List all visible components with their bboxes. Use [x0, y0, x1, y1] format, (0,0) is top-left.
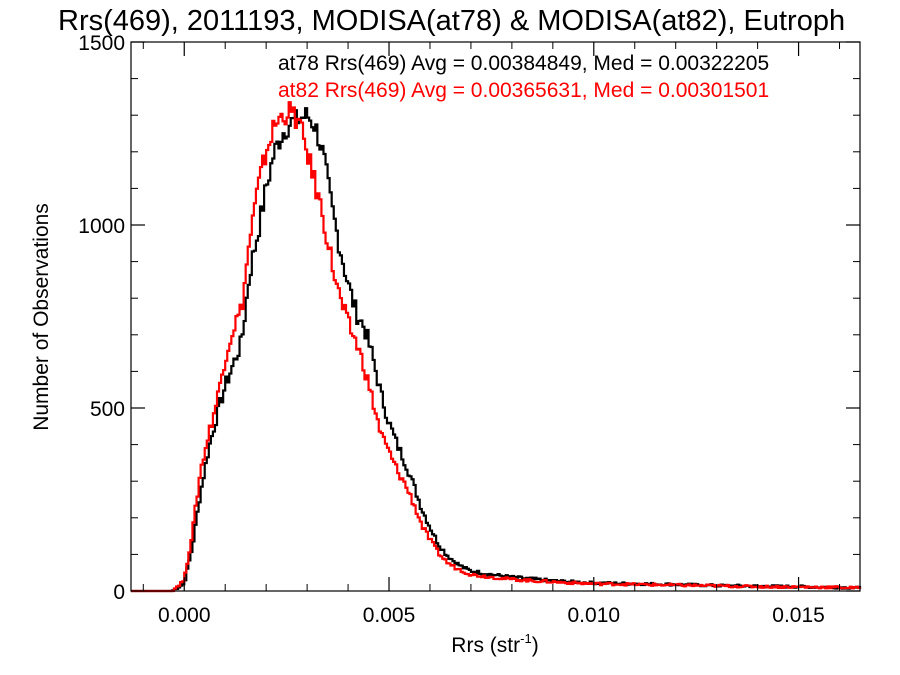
- legend-at82-stats: at82 Rrs(469) Avg = 0.00365631, Med = 0.…: [278, 79, 769, 102]
- y-tick-label-2: 1000: [78, 215, 125, 238]
- y-tick-label-3: 1500: [78, 32, 125, 55]
- plot-frame: [130, 41, 861, 592]
- x-tick-label-0: 0.000: [158, 604, 211, 627]
- legend-at78-stats: at78 Rrs(469) Avg = 0.00384849, Med = 0.…: [278, 52, 769, 75]
- series-at78-line: [131, 107, 862, 593]
- series-layer: [131, 101, 862, 593]
- chart-title: Rrs(469), 2011193, MODISA(at78) & MODISA…: [58, 5, 845, 37]
- x-tick-label-1: 0.005: [363, 604, 416, 627]
- series-at82-line: [131, 101, 862, 593]
- y-tick-label-1: 500: [90, 398, 125, 421]
- x-tick-label-2: 0.010: [568, 604, 621, 627]
- x-tick-label-3: 0.015: [772, 604, 825, 627]
- x-axis-label: Rrs (str-1): [451, 631, 538, 657]
- y-tick-label-0: 0: [113, 581, 125, 604]
- y-axis-label: Number of Observations: [30, 203, 53, 431]
- axis-ticks: 0.000 0.005 0.010 0.015 0 500 1000 1500: [78, 32, 860, 627]
